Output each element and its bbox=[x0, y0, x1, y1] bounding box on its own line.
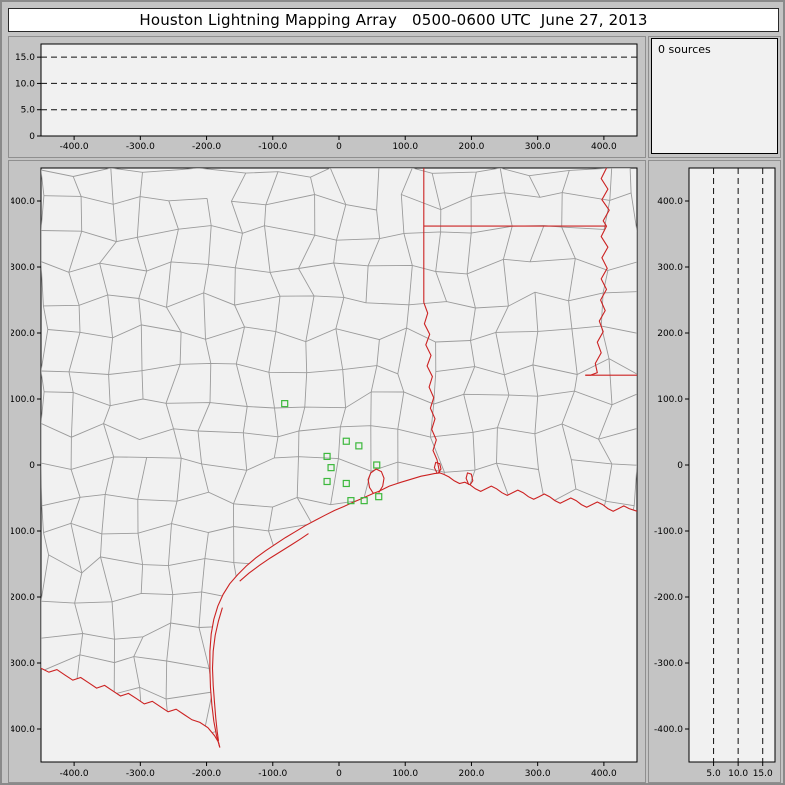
ns-plot-area[interactable] bbox=[688, 167, 776, 763]
tick-label: 0 bbox=[677, 461, 683, 471]
station-marker bbox=[323, 477, 331, 486]
barrier-island bbox=[211, 607, 223, 741]
tick-label: -100.0 bbox=[11, 527, 35, 537]
ew-altitude-plot: -400.0 -300.0 -200.0 -100.0 0 100.0 200.0 300.0… bbox=[15, 43, 638, 152]
station-marker bbox=[323, 452, 331, 461]
tick-label: 10.0 bbox=[15, 79, 35, 89]
panel-ns-altitude: 5.0 10.0 15.0 -400.0 -300.0 -200.0 -100.0 0 100.… bbox=[648, 160, 781, 783]
bay-outline bbox=[433, 461, 442, 474]
tick-label: 5.0 bbox=[21, 106, 36, 116]
tick-label: -400.0 bbox=[654, 725, 683, 735]
station-marker bbox=[327, 464, 335, 472]
panel-source-count: 0 sources bbox=[648, 36, 781, 158]
panel-ew-altitude: -400.0 -300.0 -200.0 -100.0 0 100.0 200.0 300.0… bbox=[8, 36, 646, 158]
coastline bbox=[209, 472, 638, 748]
tick-label: -300.0 bbox=[654, 659, 683, 669]
state-border bbox=[423, 302, 441, 474]
tick-label: 100.0 bbox=[11, 395, 35, 405]
tick-label: -300.0 bbox=[11, 659, 35, 669]
tick-label: 0 bbox=[336, 142, 342, 152]
bay-outline bbox=[465, 472, 474, 486]
tick-label: 0 bbox=[29, 461, 35, 471]
tick-label: 300.0 bbox=[11, 263, 35, 273]
station-marker bbox=[375, 493, 383, 501]
tick-label: -300.0 bbox=[126, 769, 155, 779]
ns-altitude-plot: 5.0 10.0 15.0 -400.0 -300.0 -200.0 -100.0 0 100.… bbox=[654, 167, 776, 779]
tick-label: 0 bbox=[336, 769, 342, 779]
tick-label: 200.0 bbox=[459, 769, 485, 779]
tick-label: 200.0 bbox=[11, 329, 35, 339]
station-marker bbox=[355, 442, 363, 450]
tick-label: 400.0 bbox=[657, 197, 683, 207]
station-marker bbox=[373, 461, 381, 469]
tick-label: -200.0 bbox=[192, 769, 221, 779]
source-count-box: 0 sources bbox=[651, 38, 778, 154]
tick-label: -400.0 bbox=[60, 142, 89, 152]
tick-label: 15.0 bbox=[15, 53, 35, 63]
tick-label: 100.0 bbox=[392, 769, 418, 779]
tick-label: 5.0 bbox=[706, 769, 721, 779]
tick-label: 300.0 bbox=[657, 263, 683, 273]
tick-label: -200.0 bbox=[192, 142, 221, 152]
tick-label: 400.0 bbox=[11, 197, 35, 207]
tick-label: 400.0 bbox=[591, 142, 617, 152]
tick-label: 0 bbox=[29, 132, 35, 142]
station-marker bbox=[342, 437, 350, 445]
tick-label: 15.0 bbox=[753, 769, 773, 779]
tick-label: 10.0 bbox=[728, 769, 748, 779]
page-title: Houston Lightning Mapping Array 0500-060… bbox=[139, 11, 648, 29]
tick-label: -300.0 bbox=[126, 142, 155, 152]
rio-grande-border bbox=[40, 667, 221, 748]
tick-label: 200.0 bbox=[657, 329, 683, 339]
tick-label: 300.0 bbox=[525, 142, 551, 152]
map-plot-area[interactable] bbox=[40, 167, 638, 763]
tick-label: 100.0 bbox=[657, 395, 683, 405]
title-bar: Houston Lightning Mapping Array 0500-060… bbox=[8, 8, 779, 32]
state-borders-layer bbox=[40, 167, 638, 748]
tick-label: 300.0 bbox=[525, 769, 551, 779]
station-marker bbox=[342, 479, 350, 488]
tick-label: -400.0 bbox=[60, 769, 89, 779]
plan-map-plot: -400.0 -300.0 -200.0 -100.0 0 100.0 200.0 300.0… bbox=[11, 167, 638, 779]
tick-label: -200.0 bbox=[11, 593, 35, 603]
tick-label: -100.0 bbox=[258, 769, 287, 779]
panel-plan-map: -400.0 -300.0 -200.0 -100.0 0 100.0 200.0 300.0… bbox=[8, 160, 646, 783]
station-marker bbox=[281, 400, 289, 408]
stations-layer bbox=[281, 400, 383, 505]
tick-label: -400.0 bbox=[11, 725, 35, 735]
bay-outline bbox=[367, 468, 385, 494]
tick-label: 200.0 bbox=[459, 142, 485, 152]
source-count-label: 0 sources bbox=[658, 43, 711, 56]
tick-label: -200.0 bbox=[654, 593, 683, 603]
tick-label: -100.0 bbox=[258, 142, 287, 152]
tick-label: 100.0 bbox=[392, 142, 418, 152]
station-marker bbox=[360, 497, 368, 505]
ew-plot-area[interactable] bbox=[40, 43, 638, 137]
station-marker bbox=[347, 497, 355, 505]
tick-label: 400.0 bbox=[591, 769, 617, 779]
barrier-island bbox=[239, 533, 309, 582]
state-border bbox=[585, 167, 610, 376]
tick-label: -100.0 bbox=[654, 527, 683, 537]
